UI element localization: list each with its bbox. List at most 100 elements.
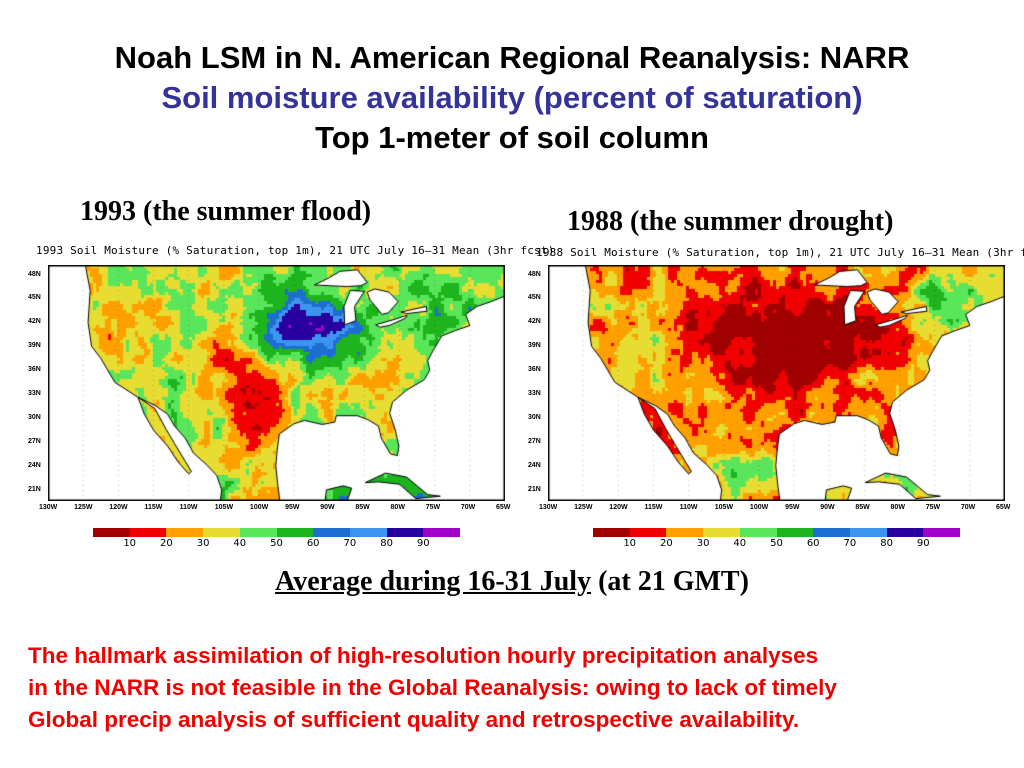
colorbar-swatch: [129, 528, 167, 537]
note-paragraph: The hallmark assimilation of high-resolu…: [28, 640, 837, 736]
colorbar-label: 10: [623, 538, 637, 549]
lon-tick-label: 85W: [855, 504, 870, 511]
slide-subtitle: Soil moisture availability (percent of s…: [161, 80, 863, 115]
lon-tick-label: 110W: [679, 504, 698, 511]
lon-tick-label: 90W: [320, 504, 335, 511]
colorbar-label: 40: [733, 538, 747, 549]
note-line-3: Global precip analysis of sufficient qua…: [28, 707, 800, 732]
lon-tick-label: 90W: [820, 504, 835, 511]
colorbar-swatch: [166, 528, 204, 537]
note-line-1: The hallmark assimilation of high-resolu…: [28, 643, 819, 668]
colorbar-swatch: [666, 528, 704, 537]
lon-tick-label: 70W: [460, 504, 476, 511]
colorbar-swatch: [239, 528, 277, 537]
slide-title: Noah LSM in N. American Regional Reanaly…: [114, 40, 910, 75]
colorbar-swatch: [629, 528, 667, 537]
lat-tick-label: 48N: [28, 270, 41, 278]
lon-tick-label: 120W: [109, 504, 128, 511]
lat-tick-label: 21N: [28, 485, 41, 493]
lon-tick-label: 125W: [574, 504, 593, 511]
lon-tick-label: 80W: [390, 504, 405, 511]
colorbar-label: 80: [880, 538, 893, 549]
lon-tick-label: 115W: [144, 504, 163, 511]
average-suffix: (at 21 GMT): [591, 566, 749, 597]
colorbar-label: 30: [696, 538, 710, 549]
lat-tick-label: 36N: [528, 366, 541, 374]
lon-tick-label: 95W: [785, 504, 800, 511]
colorbar-swatch: [276, 528, 314, 537]
colorbar-swatch: [93, 528, 131, 537]
lon-tick-label: 110W: [179, 504, 198, 511]
lon-tick-label: 80W: [890, 504, 905, 511]
average-caption: Average during 16-31 July (at 21 GMT): [0, 566, 1024, 598]
lat-tick-label: 48N: [528, 270, 541, 278]
colorbar-label: 60: [306, 538, 320, 549]
colorbar-swatch: [886, 528, 924, 537]
lon-tick-label: 105W: [714, 504, 734, 511]
colorbar-swatch: [813, 528, 851, 537]
lon-tick-label: 65W: [996, 504, 1011, 511]
map-title-1988: 1988 Soil Moisture (% Saturation, top 1m…: [536, 246, 1024, 259]
colorbar-label: 50: [770, 538, 783, 549]
lon-tick-label: 65W: [496, 504, 511, 511]
colorbar-label: 30: [196, 538, 210, 549]
lat-tick-label: 36N: [28, 366, 41, 374]
colorbar-swatch: [593, 528, 631, 537]
lat-tick-label: 24N: [528, 461, 541, 469]
lon-tick-label: 100W: [249, 504, 269, 511]
colorbar-swatch: [923, 528, 961, 537]
lat-tick-label: 39N: [28, 342, 41, 350]
lat-tick-label: 30N: [528, 414, 541, 422]
lon-tick-label: 125W: [74, 504, 93, 511]
colorbar-swatch: [386, 528, 424, 537]
soil-moisture-map-1993: [48, 265, 505, 501]
colorbar-swatch: [739, 528, 777, 537]
lon-tick-label: 115W: [644, 504, 663, 511]
map-caption-1988: 1988 (the summer drought): [567, 206, 894, 237]
lat-tick-label: 21N: [528, 485, 541, 493]
map-title-1993: 1993 Soil Moisture (% Saturation, top 1m…: [36, 244, 555, 257]
colorbar-label: 70: [843, 538, 857, 549]
colorbar-label: 20: [160, 538, 173, 549]
lat-tick-label: 33N: [28, 390, 41, 398]
lat-tick-label: 27N: [28, 438, 41, 445]
lat-tick-label: 24N: [28, 461, 41, 469]
colorbar-swatch: [703, 528, 741, 537]
colorbar-label: 10: [123, 538, 137, 549]
lat-tick-label: 42N: [528, 318, 541, 326]
colorbar-label: 80: [380, 538, 393, 549]
colorbar-label: 50: [270, 538, 283, 549]
lat-tick-label: 42N: [28, 318, 41, 326]
lat-tick-label: 30N: [28, 414, 41, 422]
colorbar-label: 40: [233, 538, 247, 549]
colorbar-label: 70: [343, 538, 357, 549]
colorbar-label: 60: [806, 538, 820, 549]
lat-tick-label: 27N: [528, 438, 541, 445]
lon-tick-label: 130W: [539, 504, 558, 511]
lon-tick-label: 105W: [214, 504, 234, 511]
lon-tick-label: 85W: [355, 504, 370, 511]
lat-tick-label: 39N: [528, 342, 541, 350]
colorbar-swatch: [776, 528, 814, 537]
map-caption-1993: 1993 (the summer flood): [80, 196, 372, 227]
colorbar-swatch: [423, 528, 461, 537]
colorbar-swatch: [203, 528, 241, 537]
lon-tick-label: 70W: [960, 504, 976, 511]
lat-tick-label: 45N: [28, 294, 41, 302]
note-line-2: in the NARR is not feasible in the Globa…: [28, 675, 837, 700]
colorbar-label: 90: [916, 538, 930, 549]
lat-tick-label: 33N: [528, 390, 541, 398]
colorbar-swatch: [849, 528, 888, 537]
slide-subtitle-2: Top 1-meter of soil column: [315, 120, 709, 155]
lon-tick-label: 120W: [609, 504, 628, 511]
lon-tick-label: 100W: [749, 504, 769, 511]
colorbar-swatch: [313, 528, 351, 537]
colorbar-label: 90: [416, 538, 430, 549]
lon-tick-label: 130W: [39, 504, 58, 511]
average-label: Average during 16-31 July: [275, 566, 592, 597]
lon-tick-label: 95W: [285, 504, 300, 511]
lon-tick-label: 75W: [425, 504, 441, 511]
soil-moisture-map-1988: [548, 265, 1005, 501]
colorbar-swatch: [349, 528, 388, 537]
lon-tick-label: 75W: [925, 504, 941, 511]
